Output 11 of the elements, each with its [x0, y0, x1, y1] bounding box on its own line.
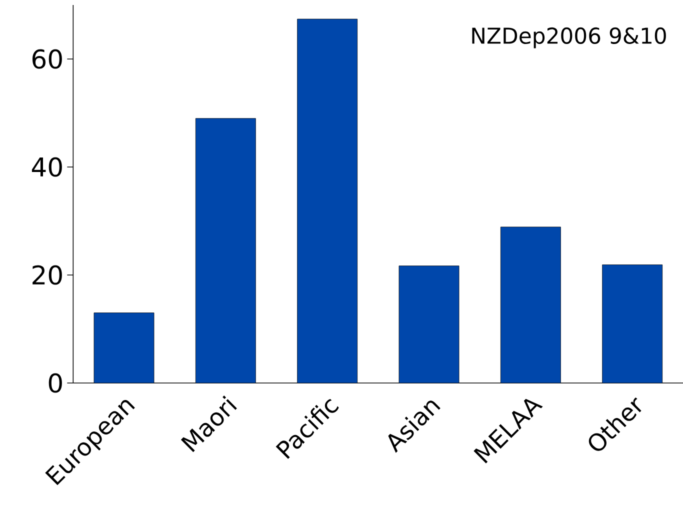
bar	[602, 264, 663, 383]
y-tick-label: 0	[48, 373, 62, 393]
y-tick-label: 20	[32, 265, 62, 285]
bar	[195, 118, 256, 383]
bar	[398, 266, 460, 383]
bar	[297, 18, 358, 383]
y-tick-label: 40	[32, 157, 62, 177]
y-tick-label: 60	[32, 49, 62, 69]
bar	[500, 226, 561, 383]
annotation: NZDep2006 9&10	[472, 27, 666, 48]
bar	[94, 312, 154, 383]
